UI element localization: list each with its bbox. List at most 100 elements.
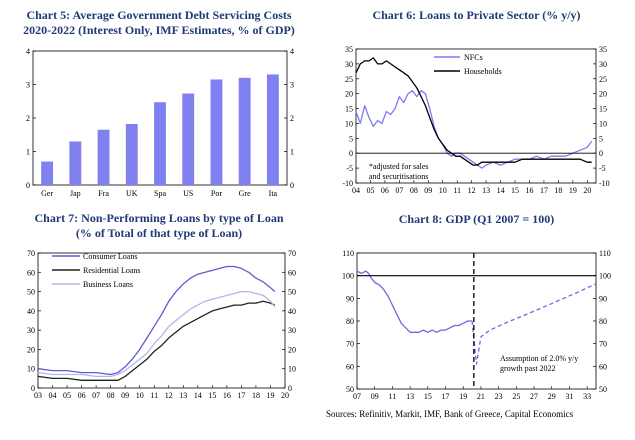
chart5-ytick-label-right: 2 <box>290 114 294 123</box>
chart8-xtick-label: 19 <box>459 392 467 401</box>
chart5-ytick-label-left: 1 <box>26 148 30 157</box>
chart8-xtick-label: 13 <box>406 392 414 401</box>
chart8-ytick-label-left: 60 <box>346 362 354 371</box>
chart8-title: Chart 8: GDP (Q1 2007 = 100) <box>318 212 635 227</box>
chart8-ytick-label-right: 80 <box>599 317 607 326</box>
chart6-xtick-label: 15 <box>511 186 519 195</box>
chart6-ytick-label-left: 0 <box>349 149 353 158</box>
chart7-legend-label: Residential Loans <box>83 266 141 275</box>
chart6-xtick-label: 17 <box>540 186 548 195</box>
chart5-xtick-label: UK <box>126 189 138 198</box>
chart6-xtick-label: 05 <box>366 186 374 195</box>
chart7-ytick-label-right: 10 <box>288 365 296 374</box>
chart6-xtick-label: 13 <box>482 186 490 195</box>
chart8-annotation-line: Assumption of 2.0% y/y <box>500 354 578 363</box>
chart5-title-line1: Chart 5: Average Government Debt Servici… <box>26 8 292 22</box>
chart7-ytick-label-left: 0 <box>31 384 35 393</box>
chart7-ytick-label-right: 40 <box>288 307 296 316</box>
chart8-ytick-label-left: 100 <box>342 272 354 281</box>
chart5-ytick-label-right: 4 <box>290 47 294 56</box>
chart8-ytick-label-left: 50 <box>346 385 354 394</box>
chart5-bar-gre <box>238 77 251 185</box>
chart6-legend-label: NFCs <box>464 53 483 62</box>
chart6-ytick-label-left: -10 <box>342 179 353 188</box>
chart7-xtick-label: 13 <box>179 391 187 400</box>
chart7-legend-label: Business Loans <box>83 280 133 289</box>
chart6-ytick-label-left: 5 <box>349 134 353 143</box>
chart8-ytick-label-left: 70 <box>346 340 354 349</box>
chart6-xtick-label: 16 <box>525 186 533 195</box>
chart5-bar-ita <box>266 74 279 185</box>
chart6-ytick-label-left: 15 <box>345 105 353 114</box>
chart7-xtick-label: 12 <box>165 391 173 400</box>
chart6-ytick-label-left: 20 <box>345 90 353 99</box>
chart8-ytick-label-right: 60 <box>599 362 607 371</box>
chart7-ytick-label-right: 0 <box>288 384 292 393</box>
chart5-bar-fra <box>97 129 110 185</box>
chart5-bar-spa <box>154 102 166 185</box>
chart5-bar-ger <box>41 161 54 185</box>
chart7-xtick-label: 05 <box>63 391 71 400</box>
chart6-ytick-label-right: 10 <box>599 119 607 128</box>
chart7-xtick-label: 04 <box>49 391 57 400</box>
chart7-ytick-label-left: 10 <box>27 365 35 374</box>
chart6-xtick-label: 06 <box>381 186 389 195</box>
chart7-xtick-label: 16 <box>223 391 231 400</box>
chart6-plot-frame <box>355 48 597 184</box>
chart6-xtick-label: 10 <box>439 186 447 195</box>
chart6-xtick-label: 11 <box>453 186 461 195</box>
chart6-title-line1: Chart 6: Loans to Private Sector (% y/y) <box>372 8 581 22</box>
chart7-title: Chart 7: Non-Performing Loans by type of… <box>0 211 318 241</box>
chart6-xtick-label: 07 <box>395 186 403 195</box>
chart8-xtick-label: 23 <box>495 392 503 401</box>
chart8-annotation-line: growth past 2022 <box>500 364 556 373</box>
chart7-xtick-label: 15 <box>208 391 216 400</box>
chart8-ytick-label-right: 90 <box>599 294 607 303</box>
chart7-xtick-label: 18 <box>252 391 260 400</box>
chart6-ytick-label-right: 25 <box>599 75 607 84</box>
chart7-series-business-loans-line <box>37 290 276 378</box>
chart6-ytick-label-right: 20 <box>599 90 607 99</box>
chart5-bar-uk <box>125 124 138 185</box>
chart6-series-nfcs-line <box>355 90 593 169</box>
chart5-xtick-label: Spa <box>154 189 166 198</box>
chart6-ytick-label-left: 25 <box>345 75 353 84</box>
chart6-ytick-label-right: -5 <box>599 164 606 173</box>
chart8-xtick-label: 33 <box>583 392 591 401</box>
chart7-ytick-label-right: 30 <box>288 326 296 335</box>
chart7-title-line1: Chart 7: Non-Performing Loans by type of… <box>34 211 284 225</box>
chart5-title-line2: 2020-2022 (Interest Only, IMF Estimates,… <box>23 23 295 37</box>
chart5-ytick-label-left: 2 <box>26 114 30 123</box>
chart5-ytick-label-left: 0 <box>26 181 30 190</box>
chart7-ytick-label-right: 50 <box>288 288 296 297</box>
chart7-ytick-label-right: 60 <box>288 268 296 277</box>
chart7-ytick-label-left: 50 <box>27 288 35 297</box>
chart5-ytick-label-left: 3 <box>26 81 30 90</box>
chart6-annotation-line: *adjusted for sales <box>369 162 429 171</box>
chart8-xtick-label: 31 <box>565 392 573 401</box>
chart7-plot-frame <box>37 252 286 389</box>
chart5-xtick-label: US <box>183 189 193 198</box>
chart5-xtick-label: Fra <box>98 189 109 198</box>
chart7-xtick-label: 19 <box>266 391 274 400</box>
chart8-xtick-label: 25 <box>512 392 520 401</box>
chart7-xtick-label: 14 <box>194 391 202 400</box>
chart8-ytick-label-left: 110 <box>342 249 354 258</box>
chart6-ytick-label-right: 30 <box>599 60 607 69</box>
chart5-ytick-label-right: 0 <box>290 181 294 190</box>
chart6-ytick-label-left: -5 <box>346 164 353 173</box>
chart7-series-residential-loans-line <box>37 300 276 381</box>
chart5-title: Chart 5: Average Government Debt Servici… <box>0 8 318 38</box>
chart8-xtick-label: 07 <box>353 392 361 401</box>
chart7-ytick-label-right: 20 <box>288 345 296 354</box>
chart7-xtick-label: 03 <box>34 391 42 400</box>
chart7-ytick-label-left: 70 <box>27 249 35 258</box>
chart5-bar-us <box>182 93 195 185</box>
chart6-ytick-label-right: 15 <box>599 105 607 114</box>
chart6-ytick-label-right: 0 <box>599 149 603 158</box>
chart6-xtick-label: 04 <box>352 186 360 195</box>
chart5-ytick-label-right: 3 <box>290 81 294 90</box>
chart5-xtick-label: Gre <box>239 189 251 198</box>
chart6-title: Chart 6: Loans to Private Sector (% y/y) <box>318 8 635 23</box>
